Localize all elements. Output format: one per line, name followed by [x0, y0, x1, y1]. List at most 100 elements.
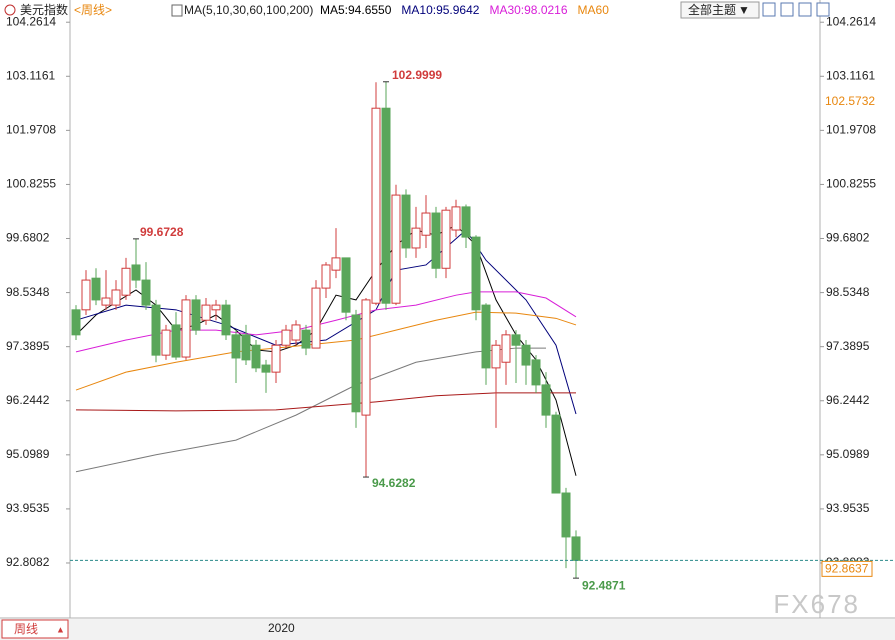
y-tick-label: 96.2442: [6, 393, 50, 407]
legend-entry: MA10:95.9642: [401, 3, 479, 17]
ma-icon: [171, 4, 183, 17]
candle-body: [331, 257, 341, 271]
candle-body: [291, 324, 301, 341]
candle-body: [201, 304, 211, 321]
candle-body: [111, 289, 121, 306]
candle-body: [441, 209, 451, 269]
candle-body: [491, 344, 501, 369]
candle-body: [531, 359, 541, 386]
candle-body: [171, 324, 181, 358]
candle-body: [561, 492, 571, 538]
candle-body: [151, 304, 161, 356]
ma-legend: MA(5,10,30,60,100,200): [184, 3, 313, 17]
period-button-arrow: ▲: [56, 624, 65, 634]
candle-body: [541, 384, 551, 416]
candle-body: [281, 329, 291, 346]
ma-line: [75, 311, 577, 391]
plot: 104.2614 104.2614 103.1161 103.1161 101.9708…: [6, 14, 895, 579]
candle-body: [251, 344, 261, 369]
low-annotation: 92.4871: [582, 578, 626, 592]
candle-body: [91, 277, 101, 301]
candle-body: [221, 304, 231, 336]
ma-line: [75, 392, 576, 412]
y-tick-label: 100.8255: [826, 177, 876, 191]
y-tick-label: 99.6802: [826, 231, 870, 245]
candle-body: [261, 364, 271, 373]
candle-body: [511, 334, 521, 346]
candle-body: [401, 194, 411, 249]
candle-body: [161, 329, 171, 356]
price-marker: 102.5732: [825, 94, 875, 108]
y-tick-label: 103.1161: [6, 68, 55, 82]
candle-body: [371, 107, 381, 304]
period-button[interactable]: [1, 619, 69, 639]
theme-button-label: 全部主题: [688, 2, 736, 17]
candle-body: [71, 309, 81, 336]
candle-body: [141, 279, 151, 306]
candle-body: [471, 236, 481, 311]
high-annotation: 99.6728: [140, 225, 184, 239]
year-label: 2020: [268, 621, 295, 635]
candle-body: [411, 227, 421, 249]
theme-button[interactable]: [680, 1, 760, 19]
y-tick-label: 103.1161: [826, 68, 875, 82]
candle-body: [181, 299, 191, 358]
legend-entry: MA30:98.0216: [489, 3, 567, 17]
fit-button[interactable]: [798, 2, 812, 17]
candle-body: [571, 536, 581, 561]
y-tick-label: 93.9535: [6, 501, 50, 515]
zoom-in-button[interactable]: [762, 2, 776, 17]
watermark: FX678: [773, 589, 860, 619]
bottom-bar: [0, 619, 895, 640]
chart-title: 美元指数: [20, 2, 68, 17]
zoom-out-button[interactable]: [780, 2, 794, 17]
y-tick-label: 100.8255: [6, 177, 56, 191]
candle-body: [321, 264, 331, 289]
candle-body: [481, 304, 491, 369]
candle-body: [121, 267, 131, 296]
candle-body: [101, 297, 111, 306]
low-annotation: 94.6282: [372, 476, 416, 490]
y-tick-label: 92.8082: [6, 555, 50, 569]
candle-body: [231, 334, 241, 359]
candle-body: [381, 107, 391, 304]
y-tick-label: 104.2614: [826, 14, 876, 28]
y-tick-label: 98.5348: [826, 285, 870, 299]
period-label: <周线>: [74, 3, 112, 17]
y-tick-label: 104.2614: [6, 14, 56, 28]
settings-icon[interactable]: [4, 4, 16, 16]
candle-body: [431, 212, 441, 269]
legend-entry: MA5:94.6550: [320, 3, 392, 17]
dropdown-arrow: ▼: [738, 3, 750, 17]
y-tick-label: 101.9708: [826, 123, 876, 137]
candle-body: [521, 344, 531, 366]
candle-body: [211, 304, 221, 311]
candle-body: [451, 206, 461, 231]
period-button-label: 周线: [14, 622, 38, 636]
y-tick-label: 95.0989: [6, 447, 50, 461]
last-price-label: 92.8637: [825, 562, 869, 576]
candle-body: [341, 257, 351, 313]
legend: MA5:94.6550 MA10:95.9642 MA30:98.0216 MA60: [320, 3, 609, 17]
candle-body: [301, 329, 311, 349]
y-tick-label: 97.3895: [6, 339, 50, 353]
candle-body: [241, 334, 251, 361]
legend-entry: MA60: [578, 3, 610, 17]
y-tick-label: 101.9708: [6, 123, 56, 137]
candle-body: [421, 212, 431, 236]
candle-body: [271, 344, 281, 373]
y-tick-label: 99.6802: [6, 231, 50, 245]
candle-body: [131, 264, 141, 281]
candle-body: [391, 194, 401, 304]
y-tick-label: 97.3895: [826, 339, 870, 353]
y-tick-label: 93.9535: [826, 501, 870, 515]
last-price-box: [821, 560, 873, 577]
candle-body: [81, 279, 91, 311]
candle-body: [501, 334, 511, 363]
candle-body: [461, 206, 471, 238]
close-button[interactable]: [816, 2, 830, 17]
candle-body: [351, 314, 361, 413]
